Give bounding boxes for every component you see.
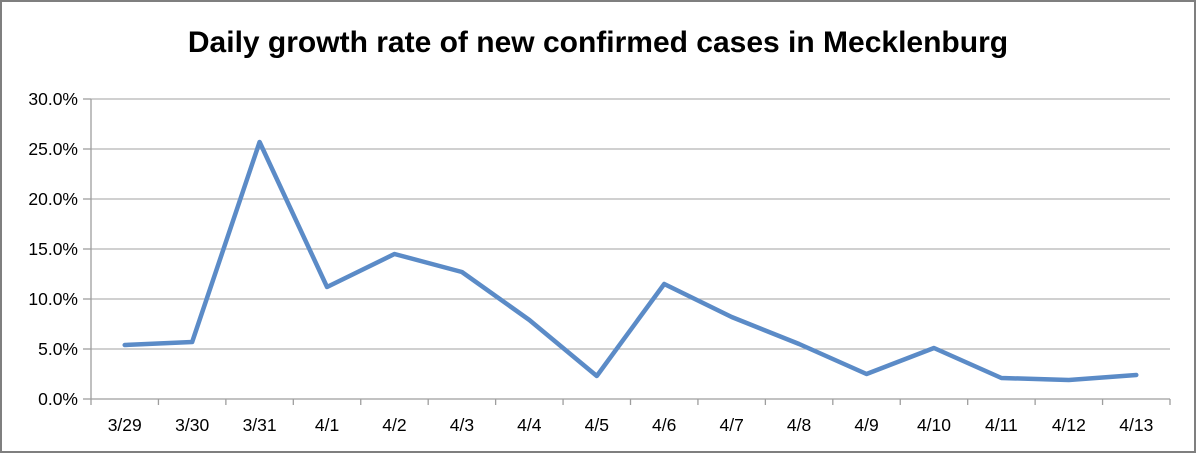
x-axis-tick-label: 4/12 <box>1052 415 1086 435</box>
x-axis-tick-label: 4/3 <box>450 415 474 435</box>
x-axis-tick-label: 4/6 <box>652 415 676 435</box>
x-axis-tick-label: 4/4 <box>517 415 542 435</box>
x-axis-tick-label: 4/2 <box>382 415 406 435</box>
x-axis-tick-label: 4/7 <box>719 415 743 435</box>
x-axis-tick-label: 4/13 <box>1119 415 1153 435</box>
y-axis-tick-label: 25.0% <box>28 139 78 159</box>
x-axis-tick-label: 4/11 <box>985 415 1018 435</box>
x-axis-tick-label: 4/5 <box>585 415 609 435</box>
x-axis-tick-label: 4/9 <box>854 415 878 435</box>
y-axis-tick-label: 30.0% <box>28 89 78 109</box>
y-axis-tick-label: 5.0% <box>38 339 78 359</box>
x-axis-tick-label: 4/1 <box>315 415 339 435</box>
x-axis-tick-label: 3/31 <box>243 415 277 435</box>
series-line <box>122 139 1139 383</box>
y-axis-tick-label: 20.0% <box>28 189 78 209</box>
x-axis-tick-label: 4/8 <box>787 415 811 435</box>
x-axis-tick-label: 3/30 <box>175 415 209 435</box>
x-axis-tick-label: 3/29 <box>108 415 142 435</box>
x-axis-tick-label: 4/10 <box>917 415 951 435</box>
y-axis-tick-label: 15.0% <box>28 239 78 259</box>
y-axis-tick-label: 10.0% <box>28 289 78 309</box>
chart-title: Daily growth rate of new confirmed cases… <box>187 26 1009 59</box>
y-axis-tick-label: 0.0% <box>38 389 78 409</box>
